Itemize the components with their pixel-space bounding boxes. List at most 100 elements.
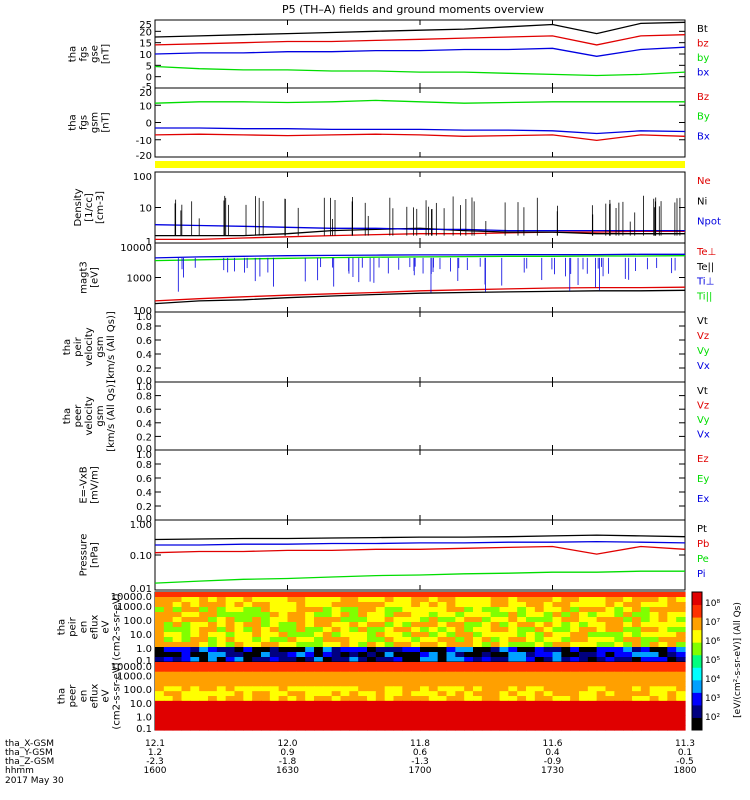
spectrogram-cell-peer_spec (269, 662, 280, 668)
spectrogram-cell-peir_spec (225, 602, 236, 608)
spectrogram-cell-peer_spec (358, 705, 368, 712)
spectrogram-cell-peer_spec (296, 666, 306, 673)
spectrogram-cell-peer_spec (269, 696, 280, 702)
spectrogram-cell-peir_spec (561, 652, 571, 658)
legend-efield-Ez: Ez (697, 454, 709, 465)
spectrogram-cell-peir_spec (411, 602, 421, 608)
spectrogram-cell-peir_spec (208, 617, 218, 623)
spectrogram-cell-peir_spec (340, 607, 350, 613)
spectrogram-cell-peer_spec (676, 691, 686, 697)
spectrogram-cell-peer_spec (411, 681, 421, 687)
spectrogram-cell-peir_spec (349, 602, 359, 608)
spectrogram-cell-peir_spec (676, 637, 686, 643)
spectrogram-cell-peir_spec (393, 657, 403, 663)
ytick-label-peer_velocity: 0.6 (136, 405, 152, 416)
spectrogram-cell-peir_spec (570, 637, 580, 643)
spectrogram-cell-peer_spec (155, 725, 165, 731)
spectrogram-cell-peir_spec (305, 592, 315, 598)
spectrogram-cell-peer_spec (340, 681, 350, 687)
spectrogram-cell-peir_spec (596, 612, 607, 618)
spectrogram-cell-peer_spec (543, 700, 554, 707)
spectrogram-cell-peer_spec (367, 681, 377, 687)
spectrogram-cell-peer_spec (676, 681, 686, 687)
spectrogram-cell-peer_spec (649, 662, 660, 668)
colorbar-segment (692, 692, 702, 706)
legend-peir_velocity-Vt: Vt (697, 316, 708, 327)
spectrogram-cell-peir_spec (208, 627, 218, 633)
ylabel-peir_velocity: peir (73, 336, 84, 356)
spectrogram-cell-peir_spec (428, 627, 439, 633)
spectrogram-cell-peir_spec (208, 612, 218, 618)
spectrogram-cell-peer_spec (243, 700, 253, 707)
spectrogram-cell-peer_spec (552, 710, 562, 717)
spectrogram-cell-peir_spec (190, 602, 200, 608)
ytick-label-temperature: 100 (133, 306, 152, 317)
spectrogram-cell-peir_spec (561, 627, 571, 633)
spectrogram-cell-peir_spec (278, 652, 289, 658)
spectrogram-cell-peir_spec (296, 642, 306, 648)
spectrogram-cell-peir_spec (605, 612, 615, 618)
spectrogram-cell-peir_spec (526, 637, 536, 643)
footer-value: 0.6 (413, 748, 428, 758)
spectrogram-cell-peir_spec (561, 597, 571, 603)
spectrogram-cell-peir_spec (375, 607, 386, 613)
spectrogram-cell-peir_spec (499, 607, 509, 613)
spectrogram-cell-peer_spec (587, 720, 598, 726)
spectrogram-cell-peer_spec (243, 681, 253, 687)
spectrogram-cell-peir_spec (481, 627, 492, 633)
spectrogram-cell-peer_spec (163, 696, 174, 702)
spectrogram-cell-peir_spec (596, 657, 607, 663)
spectrogram-cell-peer_spec (305, 696, 315, 702)
footer-value: 11.8 (410, 739, 430, 749)
spectrogram-cell-peir_spec (322, 627, 333, 633)
spectrogram-cell-peer_spec (437, 676, 448, 683)
spectrogram-cell-peir_spec (349, 617, 359, 623)
spectrogram-cell-peer_spec (155, 696, 165, 702)
spectrogram-cell-peir_spec (331, 652, 342, 658)
spectrogram-cell-peer_spec (437, 715, 448, 721)
spectrogram-cell-peer_spec (517, 676, 527, 683)
spectrogram-cell-peer_spec (605, 681, 615, 687)
spectrogram-cell-peir_spec (499, 627, 509, 633)
spectrogram-cell-peer_spec (623, 715, 633, 721)
spectrogram-cell-peir_spec (163, 622, 174, 628)
spectrogram-cell-peir_spec (190, 612, 200, 618)
spectrogram-cell-peir_spec (252, 592, 262, 598)
spectrogram-cell-peer_spec (658, 666, 668, 673)
spectrogram-cell-peir_spec (199, 657, 209, 663)
ylabel-fgs_gsm: [nT] (101, 112, 112, 132)
spectrogram-cell-peir_spec (269, 597, 280, 603)
spectrogram-cell-peer_spec (402, 715, 412, 721)
spectrogram-cell-peir_spec (190, 617, 200, 623)
spectrogram-cell-peer_spec (623, 710, 633, 717)
spectrogram-cell-peir_spec (269, 627, 280, 633)
spectrogram-cell-peer_spec (428, 700, 439, 707)
spectrogram-cell-peir_spec (296, 652, 306, 658)
spectrogram-cell-peer_spec (446, 691, 456, 697)
spectrogram-cell-peir_spec (155, 652, 165, 658)
spectrogram-cell-peer_spec (367, 705, 377, 712)
spectrogram-cell-peir_spec (172, 637, 183, 643)
spectrogram-cell-peir_spec (614, 602, 624, 608)
spectrogram-cell-peir_spec (420, 637, 430, 643)
spectrogram-cell-peer_spec (234, 691, 244, 697)
spectrogram-cell-peir_spec (411, 647, 421, 653)
spectrogram-cell-peer_spec (331, 725, 342, 731)
spectrogram-cell-peer_spec (596, 696, 607, 702)
spectrogram-cell-peer_spec (526, 662, 536, 668)
spectrogram-cell-peir_spec (172, 617, 183, 623)
ylabel-efield: E=-VxB (79, 466, 90, 503)
spectrogram-cell-peer_spec (658, 691, 668, 697)
spectrogram-cell-peer_spec (455, 720, 465, 726)
spectrogram-cell-peir_spec (208, 642, 218, 648)
ytick-label-fgs_gsm: 0 (146, 119, 152, 130)
spectrogram-cell-peer_spec (658, 700, 668, 707)
spectrogram-cell-peer_spec (287, 705, 297, 712)
spectrogram-cell-peir_spec (481, 642, 492, 648)
spectrogram-cell-peir_spec (252, 622, 262, 628)
spectrogram-cell-peer_spec (287, 676, 297, 683)
spectrogram-cell-peer_spec (464, 681, 474, 687)
spectrogram-cell-peir_spec (428, 592, 439, 598)
spectrogram-cell-peer_spec (402, 700, 412, 707)
spectrogram-cell-peer_spec (296, 700, 306, 707)
